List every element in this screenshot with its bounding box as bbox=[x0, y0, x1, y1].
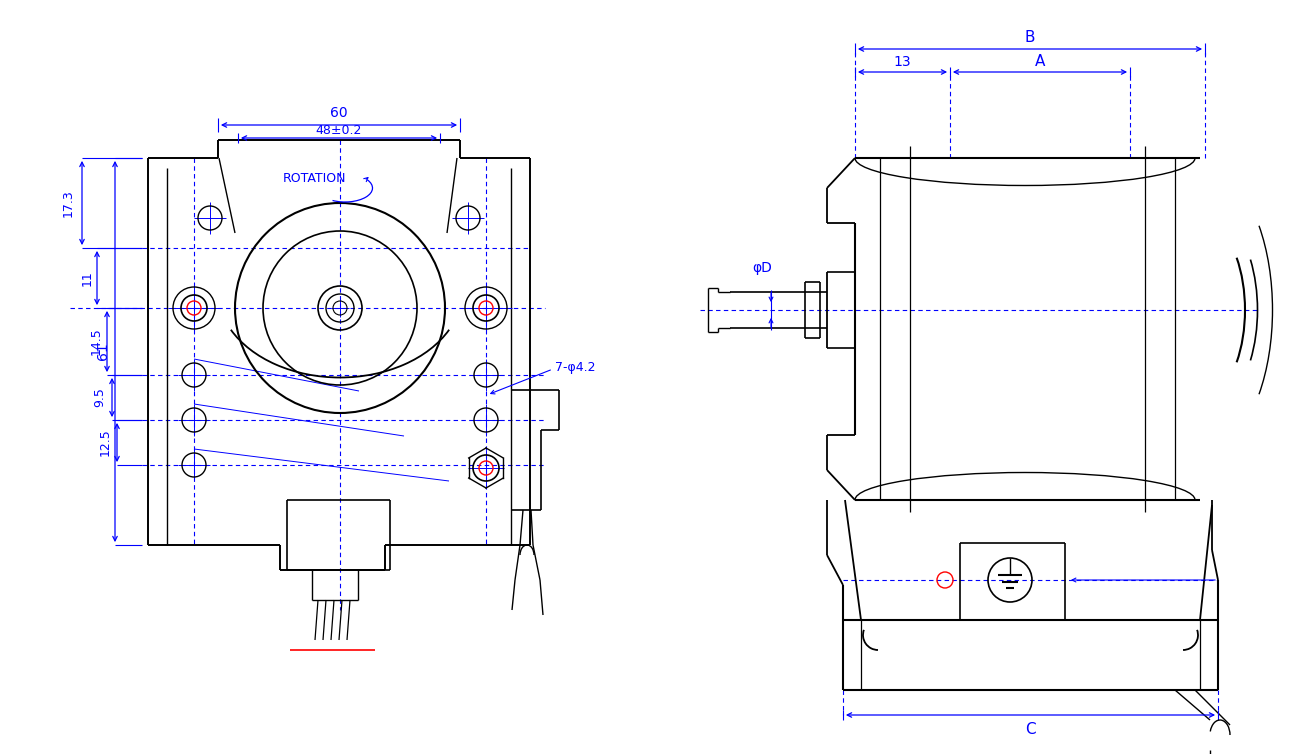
Text: 11: 11 bbox=[81, 270, 94, 286]
Text: ROTATION: ROTATION bbox=[283, 171, 347, 185]
Text: C: C bbox=[1024, 722, 1035, 737]
Text: 12.5: 12.5 bbox=[99, 428, 112, 456]
Text: 17.3: 17.3 bbox=[61, 189, 74, 217]
Text: 61: 61 bbox=[96, 342, 110, 360]
Text: 7-φ4.2: 7-φ4.2 bbox=[555, 360, 595, 373]
Text: 14.5: 14.5 bbox=[90, 327, 103, 355]
Text: 13: 13 bbox=[893, 55, 911, 69]
Text: B: B bbox=[1024, 29, 1035, 44]
Text: 9.5: 9.5 bbox=[94, 387, 107, 407]
Text: 60: 60 bbox=[330, 106, 348, 120]
Text: 48±0.2: 48±0.2 bbox=[316, 124, 363, 136]
Text: A: A bbox=[1035, 54, 1045, 69]
Text: φD: φD bbox=[753, 261, 772, 275]
